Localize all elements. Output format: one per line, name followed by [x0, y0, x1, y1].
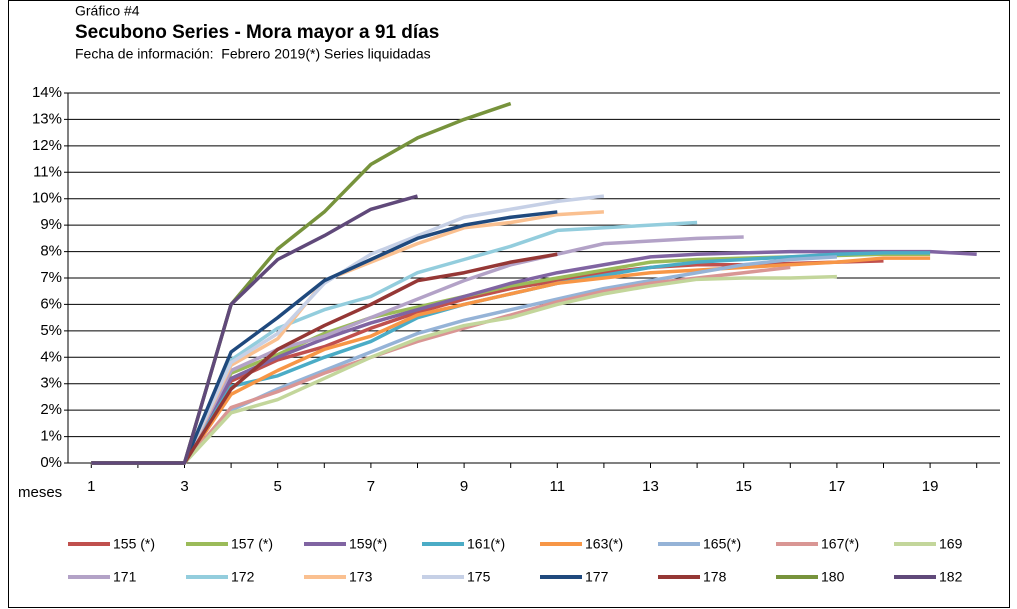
- x-tick-label: 1: [87, 478, 95, 495]
- y-tick-label: 4%: [40, 348, 62, 365]
- y-tick-label: 3%: [40, 375, 62, 392]
- x-tick-label: 5: [274, 478, 282, 495]
- legend-label: 172: [231, 569, 255, 585]
- y-tick-label: 2%: [40, 401, 62, 418]
- y-tick-label: 1%: [40, 428, 62, 445]
- legend-label: 167(*): [821, 536, 859, 552]
- x-tick-label: 15: [735, 478, 752, 495]
- y-tick-label: 6%: [40, 295, 62, 312]
- legend-label: 165(*): [703, 536, 741, 552]
- y-tick-label: 14%: [32, 84, 62, 101]
- legend-label: 163(*): [585, 536, 623, 552]
- legend-label: 173: [349, 569, 373, 585]
- series-line: [91, 256, 931, 465]
- legend-label: 175: [467, 569, 491, 585]
- series-line: [91, 249, 977, 465]
- x-tick-label: 19: [922, 478, 939, 495]
- x-tick-label: 9: [460, 478, 468, 495]
- legend-label: 155 (*): [113, 536, 155, 552]
- series-line: [91, 194, 418, 465]
- x-axis-label: meses: [18, 484, 62, 501]
- legend-label: 180: [821, 569, 845, 585]
- chart-subtitle: Fecha de información: Febrero 2019(*) Se…: [75, 46, 431, 62]
- x-tick-label: 11: [550, 478, 566, 495]
- chart-title: Secubono Series - Mora mayor a 91 días: [75, 22, 439, 43]
- y-tick-label: 10%: [32, 190, 62, 207]
- y-tick-label: 12%: [32, 137, 62, 154]
- legend-label: 177: [585, 569, 609, 585]
- legend-label: 159(*): [349, 536, 387, 552]
- x-tick-label: 17: [829, 478, 846, 495]
- legend-label: 157 (*): [231, 536, 273, 552]
- y-tick-label: 8%: [40, 243, 62, 260]
- y-tick-label: 13%: [32, 110, 62, 127]
- x-tick-label: 13: [642, 478, 659, 495]
- y-tick-label: 0%: [40, 454, 62, 471]
- y-tick-label: 9%: [40, 216, 62, 233]
- series-line: [91, 274, 837, 465]
- legend-label: 171: [113, 569, 137, 585]
- y-tick-label: 7%: [40, 269, 62, 286]
- series-line: [91, 265, 791, 465]
- legend-label: 161(*): [467, 536, 505, 552]
- legend-label: 182: [939, 569, 963, 585]
- legend-label: 169: [939, 536, 963, 552]
- x-tick-label: 7: [367, 478, 375, 495]
- y-tick-label: 5%: [40, 322, 62, 339]
- legend-label: 178: [703, 569, 727, 585]
- chart-pretitle: Gráfico #4: [75, 3, 140, 19]
- y-tick-label: 11%: [33, 163, 62, 180]
- x-tick-label: 3: [180, 478, 188, 495]
